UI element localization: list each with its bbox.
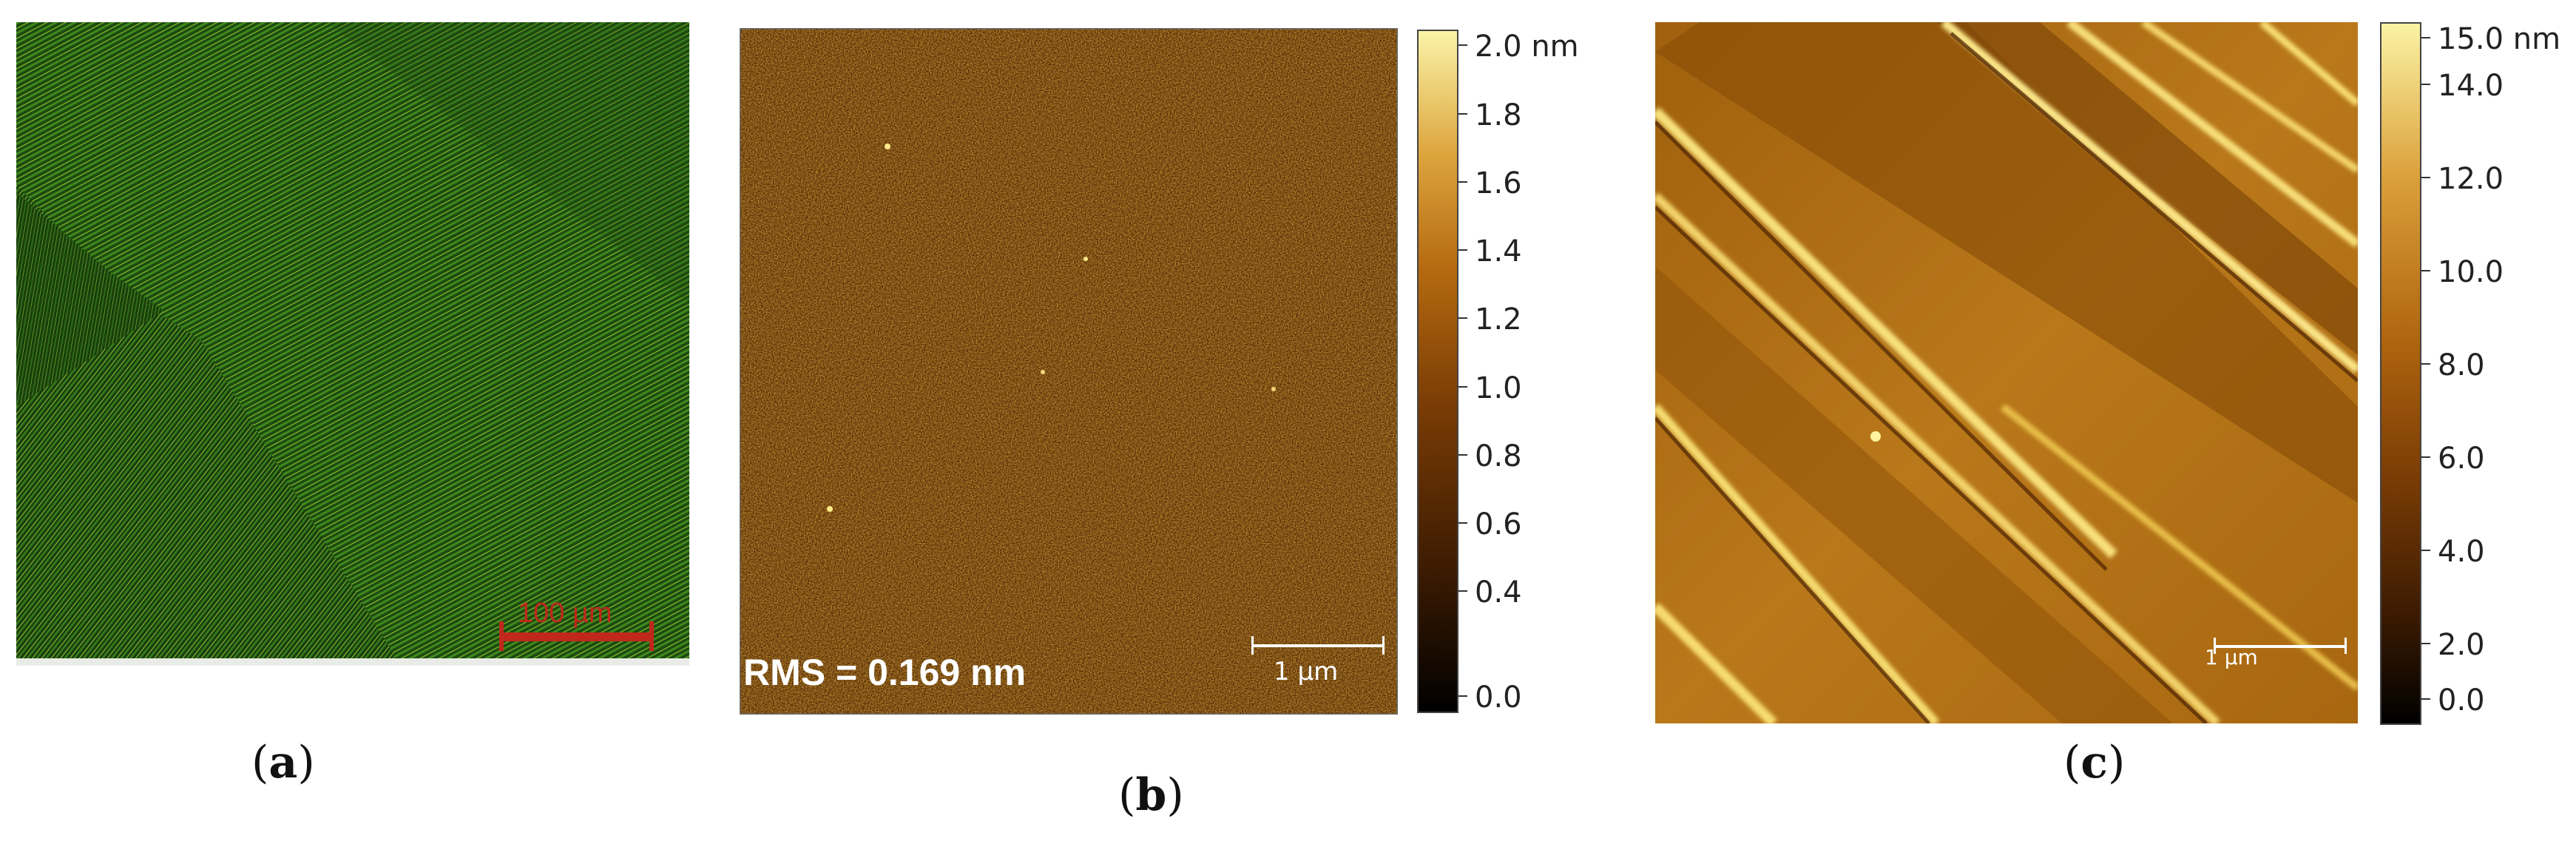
colorbar-b-tick: 1.0 [1475, 371, 1522, 405]
colorbar-b-tick: 0.6 [1475, 507, 1522, 541]
scale-bar-a [501, 632, 652, 641]
caption-b: (b) [1118, 769, 1184, 821]
panel-a-image [16, 22, 689, 666]
scale-bar-b-label: 1 µm [1274, 657, 1339, 686]
colorbar-c-tick: 10.0 [2438, 255, 2504, 289]
caption-b-letter: b [1135, 769, 1167, 821]
scale-bar-b [1251, 644, 1385, 647]
colorbar-c-tick: 4.0 [2438, 535, 2485, 569]
scale-bar-a-label: 100 µm [518, 598, 612, 629]
colorbar-b-tick: 1.8 [1475, 98, 1522, 132]
caption-a: (a) [251, 737, 315, 789]
colorbar-c-tick: 12.0 [2438, 162, 2504, 196]
caption-a-letter: a [268, 737, 298, 789]
colorbar-b-tick: 1.2 [1475, 303, 1522, 337]
caption-c: (c) [2063, 737, 2126, 789]
colorbar-c-max-label: 15.0 nm [2438, 22, 2561, 56]
panel-b-image [740, 28, 1398, 715]
colorbar-c-tick: 14.0 [2438, 69, 2504, 103]
scale-bar-c-label: 1 µm [2205, 645, 2258, 669]
colorbar-c-tick: 2.0 [2438, 628, 2485, 662]
colorbar-c-tick: 6.0 [2438, 442, 2485, 476]
rms-value: RMS = 0.169 nm [743, 652, 1027, 693]
panel-c-image [1655, 22, 2358, 723]
colorbar-c-tick: 0.0 [2438, 683, 2485, 718]
colorbar-b [1417, 30, 1458, 713]
colorbar-b-max-label: 2.0 nm [1475, 30, 1579, 64]
scale-bar-c [2214, 645, 2347, 648]
colorbar-b-tick: 0.0 [1475, 681, 1522, 715]
colorbar-b-tick: 1.4 [1475, 234, 1522, 269]
colorbar-c [2380, 22, 2421, 725]
colorbar-b-tick: 0.8 [1475, 439, 1522, 473]
colorbar-b-tick: 0.4 [1475, 575, 1522, 610]
colorbar-c-tick: 8.0 [2438, 348, 2485, 382]
caption-c-letter: c [2080, 737, 2108, 789]
colorbar-b-tick: 1.6 [1475, 166, 1522, 200]
